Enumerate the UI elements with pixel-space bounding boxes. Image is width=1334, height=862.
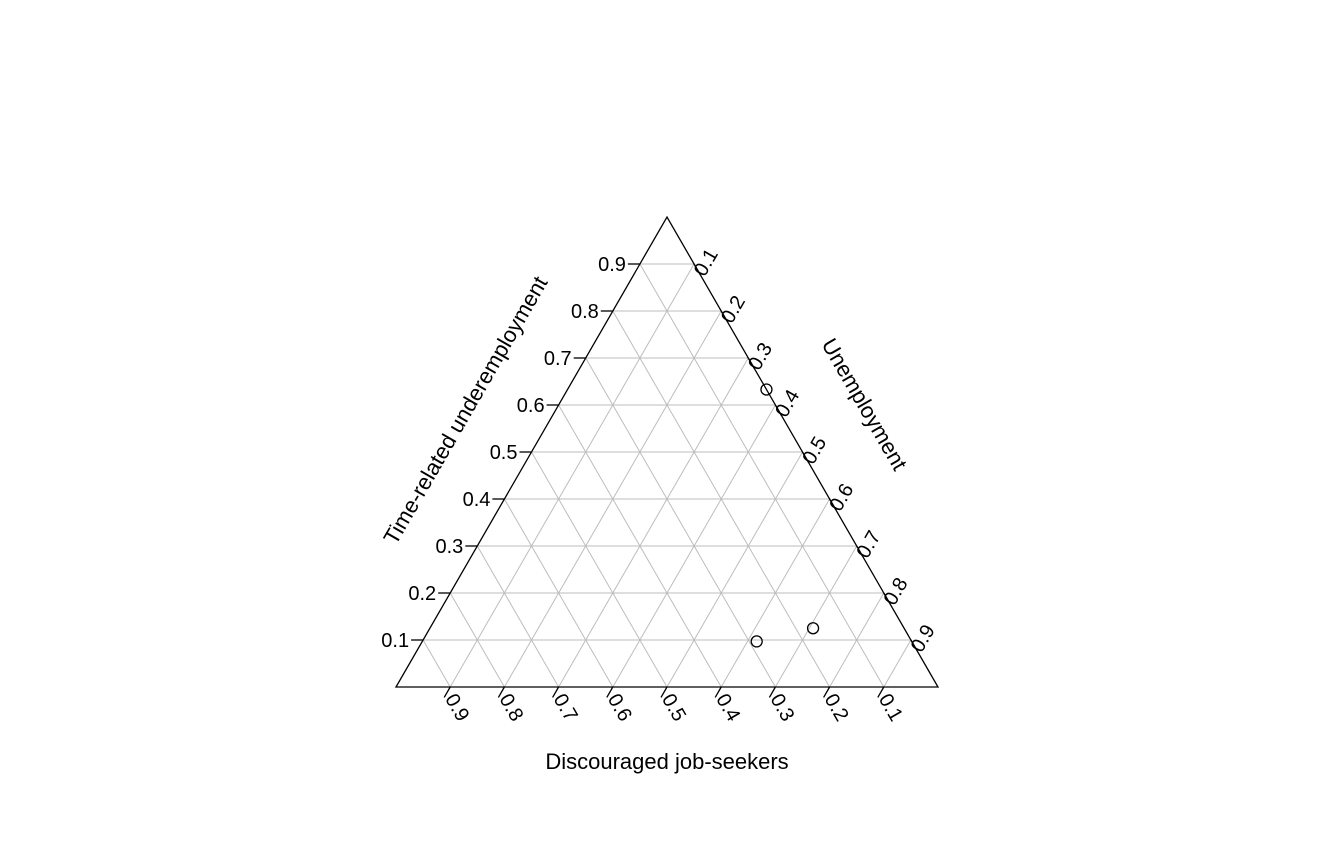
grid-line-discouraged [476,545,560,688]
tick-label-time-related: 0.5 [490,442,518,464]
tick-label-unemployment: 0.2 [717,292,750,327]
tick-label-time-related: 0.1 [381,630,409,652]
tick-unemployment [801,451,810,463]
grid-line-unemployment [720,498,831,688]
tick-unemployment [720,310,728,322]
tick-marks [411,263,918,698]
grid-line-discouraged [531,451,668,688]
tick-unemployment [774,404,782,416]
tick-discouraged [552,686,560,698]
grid-line-unemployment [883,639,912,688]
tick-unemployment [856,545,864,557]
data-point [760,383,773,396]
tick-unemployment [693,263,701,275]
grid-line-discouraged [585,357,776,688]
grid-line-unemployment [666,451,803,688]
grid-line-unemployment [558,357,749,688]
grid-line-unemployment [774,545,858,688]
grid-line-discouraged [449,592,505,688]
tick-label-unemployment: 0.6 [825,480,858,515]
tick-labels: 0.10.10.10.20.20.20.30.30.30.40.40.40.5 0… [381,245,939,725]
tick-label-unemployment: 0.1 [690,245,723,280]
tick-discouraged [768,686,776,698]
tick-label-unemployment: 0.8 [880,574,913,609]
tick-label-unemployment: 0.5 [798,433,831,468]
tick-discouraged [443,686,451,698]
grid-line-discouraged [639,263,885,688]
tick-label-time-related: 0.4 [463,489,491,511]
tick-label-unemployment: 0.4 [771,386,804,421]
tick-discouraged [497,686,505,698]
grid-line-unemployment [829,592,885,688]
data-point [806,622,820,635]
tick-label-unemployment: 0.9 [907,621,940,656]
tick-label-time-related: 0.8 [571,301,599,323]
tick-unemployment [829,498,837,510]
tick-discouraged [714,686,722,698]
tick-discouraged [660,686,668,698]
tick-label-unemployment: 0.3 [744,339,777,374]
grid-line-discouraged [422,639,451,688]
grid-lines [422,263,912,688]
grid-line-discouraged [503,498,614,688]
tick-unemployment [883,592,891,604]
tick-label-time-related: 0.3 [435,536,463,558]
data-point [750,635,763,648]
data-points [750,383,820,648]
axis-title-discouraged-job-seekers: Discouraged job-seekers [545,749,788,774]
tick-discouraged [823,686,831,698]
tick-label-time-related: 0.6 [517,395,545,417]
tick-label-unemployment: 0.7 [853,527,886,562]
axis-title-unemployment: Unemployment [817,334,913,475]
tick-discouraged [606,686,614,698]
tick-unemployment [910,639,918,651]
grid-line-unemployment [449,263,695,688]
tick-unemployment [747,357,755,369]
tick-discouraged [877,686,885,698]
tick-label-time-related: 0.7 [544,348,572,370]
tick-label-time-related: 0.9 [598,254,626,276]
tick-label-time-related: 0.2 [408,583,436,605]
